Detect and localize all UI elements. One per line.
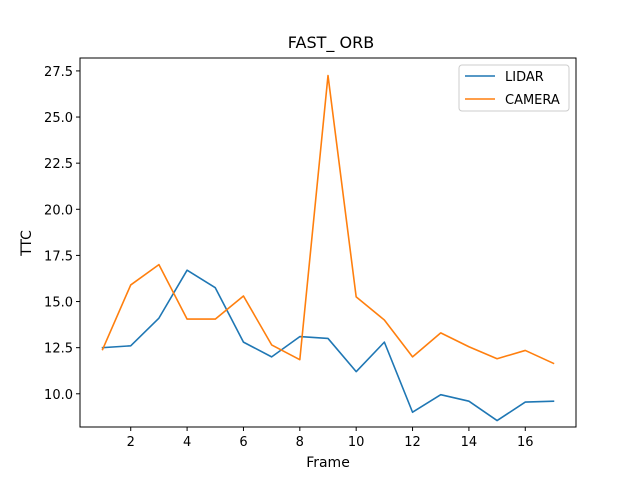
x-tick-label: 10: [348, 435, 365, 450]
x-tick-label: 8: [296, 435, 304, 450]
x-tick-label: 12: [404, 435, 421, 450]
x-axis-title: Frame: [306, 455, 350, 471]
y-axis-ticks: 10.0 12.5 15.0 17.5 20.0 22.5 25.0 27.5: [44, 65, 80, 403]
chart-title: FAST_ ORB: [288, 33, 374, 53]
y-tick-label: 17.5: [44, 249, 73, 264]
legend-label-lidar: LIDAR: [505, 70, 544, 85]
axes-background: [80, 58, 576, 427]
y-tick-label: 27.5: [44, 65, 73, 80]
x-tick-label: 16: [517, 435, 534, 450]
x-tick-label: 14: [461, 435, 478, 450]
y-tick-label: 22.5: [44, 157, 73, 172]
x-axis-ticks: 2 4 6 8 10 12 14 16: [127, 427, 534, 450]
plot-area: [80, 58, 576, 427]
y-axis-title: TTC: [19, 230, 35, 257]
x-tick-label: 6: [239, 435, 247, 450]
y-tick-label: 10.0: [44, 388, 73, 403]
axes-frame: [79, 57, 577, 428]
legend-label-camera: CAMERA: [505, 93, 560, 108]
x-tick-label: 2: [127, 435, 135, 450]
y-tick-label: 12.5: [44, 342, 73, 357]
y-tick-label: 25.0: [44, 111, 73, 126]
y-tick-label: 15.0: [44, 296, 73, 311]
y-tick-label: 20.0: [44, 203, 73, 218]
x-tick-label: 4: [183, 435, 191, 450]
legend: LIDAR CAMERA: [458, 64, 570, 112]
series-layer: [101, 74, 555, 422]
